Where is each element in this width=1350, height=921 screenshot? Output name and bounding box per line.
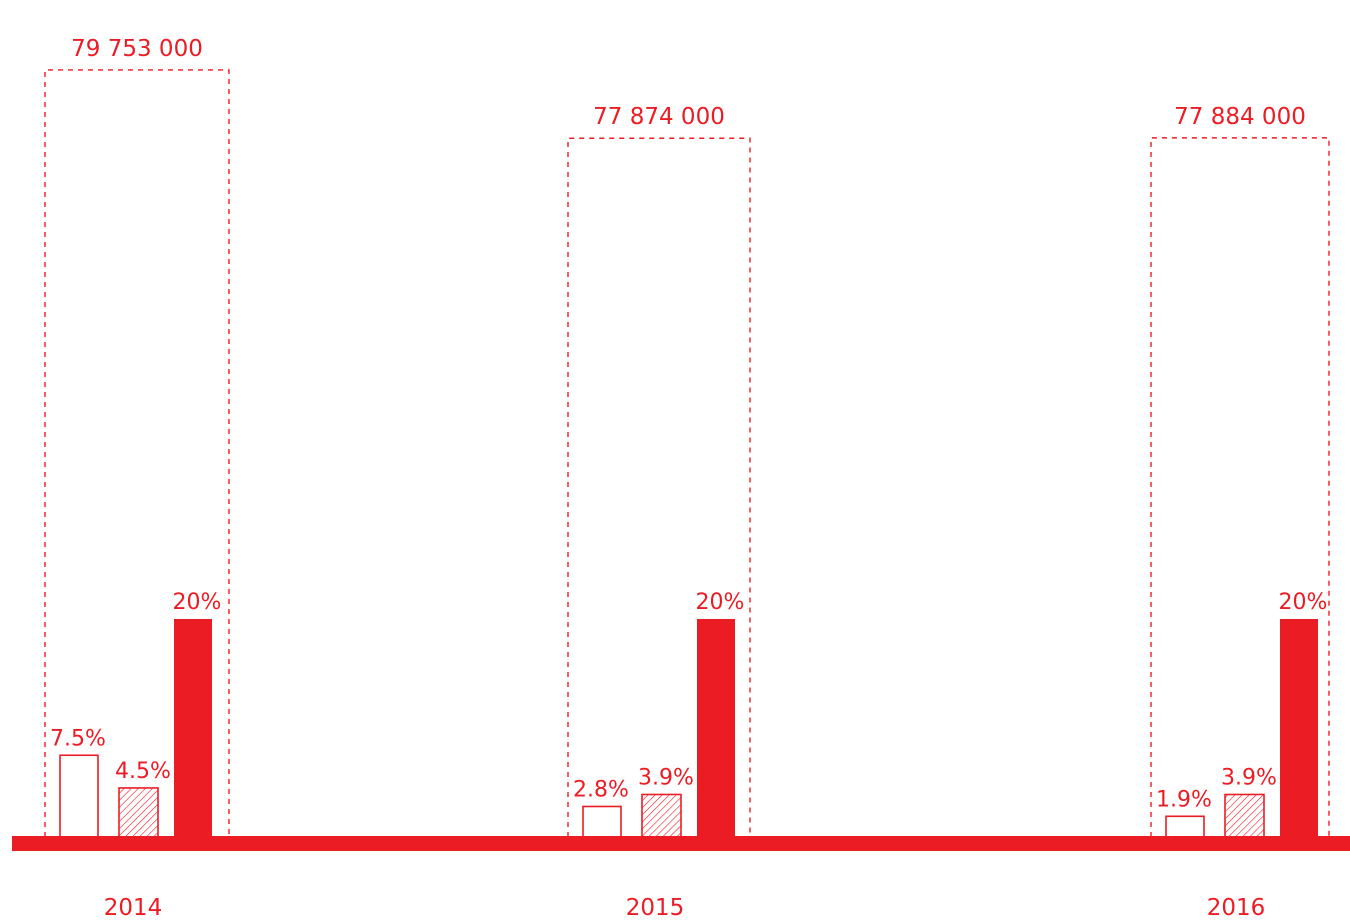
bar-solid-2015 [697, 619, 735, 837]
bar-solid-2016 [1280, 619, 1318, 837]
baseline-axis [12, 836, 1350, 851]
year-label-2015: 2015 [626, 895, 685, 921]
bar-solid-2014 [174, 619, 212, 837]
value-label-outline-2014: 7.5% [50, 726, 106, 751]
total-label-2014: 79 753 000 [71, 36, 203, 62]
value-label-outline-2015: 2.8% [573, 777, 629, 802]
bar-hatched-2014 [118, 787, 159, 838]
total-box-2015 [567, 137, 751, 837]
bar-hatched-2015 [641, 793, 682, 838]
value-label-solid-2016: 20% [1279, 590, 1328, 615]
bar-hatched-2016 [1224, 793, 1265, 838]
year-label-2014: 2014 [104, 895, 163, 921]
bar-outline-2014 [59, 754, 99, 838]
value-label-hatched-2014: 4.5% [115, 759, 171, 784]
total-label-2015: 77 874 000 [593, 104, 725, 130]
bar-outline-2015 [582, 805, 622, 838]
value-label-solid-2014: 20% [173, 590, 222, 615]
total-label-2016: 77 884 000 [1174, 104, 1306, 130]
year-label-2016: 2016 [1207, 895, 1266, 921]
value-label-hatched-2016: 3.9% [1221, 765, 1277, 790]
total-box-2014 [44, 69, 230, 837]
value-label-solid-2015: 20% [696, 590, 745, 615]
value-label-outline-2016: 1.9% [1156, 787, 1212, 812]
value-label-hatched-2015: 3.9% [638, 765, 694, 790]
bar-outline-2016 [1165, 815, 1205, 838]
